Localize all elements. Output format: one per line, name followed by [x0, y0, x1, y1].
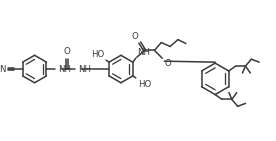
Text: O: O — [132, 32, 139, 41]
Text: NH: NH — [58, 65, 71, 73]
Text: N: N — [0, 65, 6, 73]
Text: O: O — [164, 59, 171, 68]
Text: NH: NH — [78, 65, 91, 73]
Text: HO: HO — [138, 80, 151, 89]
Text: O: O — [64, 47, 70, 56]
Text: HO: HO — [91, 50, 104, 59]
Text: NH: NH — [137, 48, 150, 57]
